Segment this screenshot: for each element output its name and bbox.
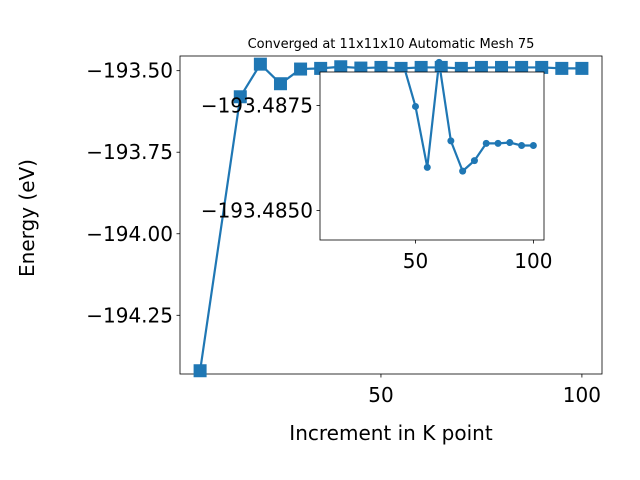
main-y-tick-label: −193.50 bbox=[86, 59, 173, 83]
chart-title: Converged at 11x11x10 Automatic Mesh 75 bbox=[248, 37, 535, 52]
inset-x-tick-label: 50 bbox=[403, 249, 428, 273]
main-x-tick-label: 100 bbox=[563, 383, 601, 407]
main-data-point bbox=[515, 60, 529, 74]
main-data-point bbox=[374, 60, 388, 74]
main-data-point bbox=[495, 60, 509, 74]
inset-frame bbox=[319, 71, 545, 241]
main-data-point bbox=[233, 90, 247, 104]
x-axis-label: Increment in K point bbox=[289, 421, 493, 445]
main-data-point bbox=[555, 61, 569, 75]
y-axis-label: Energy (eV) bbox=[15, 159, 39, 277]
inset-data-point bbox=[529, 142, 537, 149]
inset-data-point bbox=[518, 142, 526, 149]
main-y-tick-label: −194.00 bbox=[86, 222, 173, 246]
inset-data-point bbox=[470, 157, 478, 165]
main-y-tick-label: −193.75 bbox=[86, 140, 173, 164]
main-x-tick-label: 50 bbox=[368, 383, 393, 407]
inset-data-point bbox=[423, 163, 431, 171]
inset-data-point bbox=[400, 62, 408, 70]
inset-data-point bbox=[411, 102, 419, 110]
inset-data-point bbox=[482, 139, 490, 147]
inset-data-point bbox=[494, 139, 502, 147]
main-data-point bbox=[414, 60, 428, 74]
inset-x-tick-label: 100 bbox=[514, 249, 552, 273]
main-y-tick-label: −194.25 bbox=[86, 303, 173, 327]
inset-y-tick-label: −193.4850 bbox=[201, 199, 313, 223]
inset-y-tick-label: −193.4875 bbox=[201, 94, 313, 118]
inset-plot-area: 50 100 −193.4875 −193.4850 bbox=[201, 58, 552, 273]
main-data-point bbox=[474, 60, 488, 74]
inset-data-point bbox=[506, 139, 514, 147]
inset-data-point bbox=[459, 167, 467, 175]
inset-data-point bbox=[435, 58, 443, 66]
main-data-point bbox=[193, 364, 207, 378]
main-data-point bbox=[334, 60, 348, 74]
inset-data-point bbox=[447, 137, 455, 145]
main-data-point bbox=[535, 60, 549, 74]
main-data-point bbox=[294, 62, 308, 76]
main-data-point bbox=[575, 61, 589, 75]
main-data-point bbox=[273, 77, 287, 91]
main-data-point bbox=[253, 57, 267, 71]
main-data-point bbox=[354, 61, 368, 75]
